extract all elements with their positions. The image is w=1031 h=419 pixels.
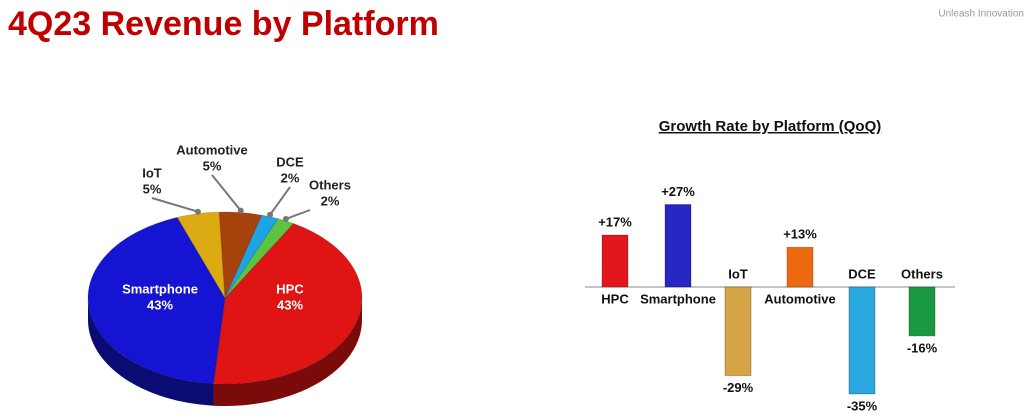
- value-label: +13%: [783, 227, 817, 242]
- slice-value: 2%: [281, 170, 300, 185]
- slice-name: Smartphone: [122, 281, 198, 296]
- value-label: +27%: [661, 184, 695, 199]
- bar: [664, 203, 692, 288]
- bar: [786, 246, 814, 288]
- slice-value: 5%: [203, 158, 222, 173]
- slice-name: IoT: [142, 165, 162, 180]
- slice-value: 43%: [147, 297, 173, 312]
- category-label: Smartphone: [640, 291, 716, 306]
- slice-value: 5%: [143, 181, 162, 196]
- leader-line: [269, 186, 291, 216]
- bar: [601, 234, 629, 288]
- bar: [908, 286, 936, 337]
- slice-value: 43%: [277, 297, 303, 312]
- slice-name: HPC: [276, 281, 304, 296]
- slice-side: [88, 298, 214, 406]
- tagline: Unleash Innovation: [938, 9, 1024, 20]
- value-label: -29%: [723, 380, 754, 395]
- leader-line: [211, 174, 242, 212]
- value-label: +17%: [598, 214, 632, 229]
- leader-dot: [194, 208, 201, 215]
- pie-slice: [87, 216, 226, 385]
- category-label: IoT: [728, 266, 748, 281]
- category-label: Automotive: [764, 291, 836, 306]
- leader-line: [285, 209, 311, 220]
- slice-name: Automotive: [176, 142, 248, 157]
- leader-dot: [267, 211, 274, 218]
- bar: [848, 286, 876, 395]
- slide-title: 4Q23 Revenue by Platform: [8, 5, 439, 43]
- leader-dot: [282, 215, 289, 222]
- category-label: HPC: [601, 291, 629, 306]
- slice-name: DCE: [276, 154, 304, 169]
- chart-title: Growth Rate by Platform (QoQ): [659, 118, 882, 135]
- value-label: -16%: [907, 340, 938, 355]
- slice-side: [213, 298, 362, 406]
- category-label: DCE: [848, 266, 876, 281]
- slice-value: 2%: [321, 193, 340, 208]
- pie-slice: [212, 222, 363, 385]
- bar: [724, 286, 752, 377]
- slice-name: Others: [309, 177, 351, 192]
- leader-line: [151, 197, 199, 213]
- value-label: -35%: [847, 398, 878, 413]
- leader-dot: [237, 207, 244, 214]
- category-label: Others: [901, 266, 943, 281]
